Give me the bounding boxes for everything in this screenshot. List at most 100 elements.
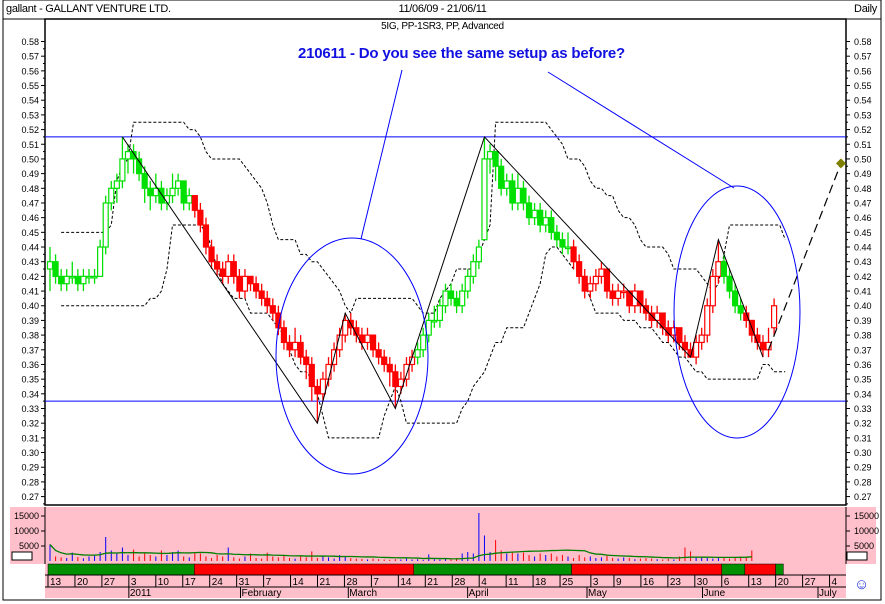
- candle-body: [592, 275, 599, 285]
- zigzag-trendline: [121, 135, 764, 425]
- candle-body: [124, 151, 132, 160]
- date-tick-label: 28: [454, 577, 466, 588]
- candle-body: [236, 275, 243, 292]
- price-tick-label: 0.31: [21, 433, 39, 443]
- date-tick-label: 17: [185, 577, 197, 588]
- candle: [737, 298, 744, 321]
- candle-body: [219, 268, 226, 277]
- candle: [214, 254, 221, 277]
- period-label[interactable]: Daily: [854, 3, 877, 15]
- price-tick-label: 0.53: [21, 110, 39, 120]
- price-pane: [44, 18, 847, 506]
- candle-body: [525, 202, 533, 219]
- trend-bar-segment: [744, 563, 776, 576]
- candle-body: [531, 209, 538, 219]
- candle-body: [80, 275, 87, 285]
- candle: [570, 239, 577, 270]
- price-tick-label: 0.36: [854, 360, 872, 370]
- date-tick-label: 3: [131, 577, 137, 588]
- price-tick-label: 0.29: [21, 463, 39, 473]
- candle-body: [631, 290, 638, 307]
- candle-body: [492, 151, 499, 167]
- price-tick-label: 0.40: [21, 301, 39, 311]
- candle: [492, 151, 499, 181]
- candle-body: [136, 158, 143, 175]
- price-tick-label: 0.52: [21, 125, 39, 135]
- candle-body: [498, 165, 505, 189]
- annotation-text: 210611 - Do you see the same setup as be…: [298, 45, 625, 62]
- price-tick-label: 0.37: [854, 345, 872, 355]
- candle: [97, 239, 104, 277]
- month-label: February: [242, 588, 282, 599]
- candle-body: [225, 261, 232, 277]
- candle: [80, 269, 87, 292]
- price-tick-label: 0.54: [854, 96, 872, 106]
- candle-body: [314, 385, 321, 395]
- volume-tick-label: 15000: [14, 511, 39, 521]
- date-tick-label: 14: [293, 577, 305, 588]
- candle: [520, 180, 527, 211]
- chart-title: gallant - GALLANT VENTURE LTD.: [6, 3, 171, 15]
- candle-body: [297, 341, 304, 358]
- candle-body: [720, 261, 728, 277]
- candle-body: [147, 187, 154, 197]
- candle-body: [464, 275, 471, 292]
- candle-body: [732, 290, 739, 307]
- candle-body: [564, 246, 572, 250]
- price-tick-label: 0.51: [854, 140, 872, 150]
- price-tick-label: 0.39: [21, 316, 39, 326]
- candle-body: [230, 261, 237, 277]
- candle-body: [119, 158, 126, 182]
- candle: [431, 305, 438, 328]
- candle-body: [46, 261, 54, 270]
- candle-body: [420, 334, 427, 351]
- candle-body: [681, 341, 689, 351]
- price-tick-label: 0.48: [21, 184, 39, 194]
- candle: [386, 357, 393, 387]
- date-range: 11/06/09 - 21/06/11: [398, 3, 487, 15]
- price-tick-label: 0.30: [854, 448, 872, 458]
- candle-body: [202, 224, 210, 248]
- price-tick-label: 0.49: [854, 169, 872, 179]
- candle: [191, 195, 198, 218]
- trend-bar-segment: [721, 563, 746, 576]
- smiley-icon[interactable]: ☺: [854, 576, 870, 593]
- candle: [403, 357, 410, 387]
- candle-body: [375, 349, 382, 358]
- candle: [637, 290, 644, 314]
- candle: [498, 158, 505, 196]
- candle-body: [570, 246, 577, 263]
- date-tick-label: 3: [593, 577, 599, 588]
- candle-body: [381, 356, 388, 366]
- candle: [592, 269, 599, 292]
- candle-body: [603, 268, 611, 292]
- price-tick-label: 0.53: [854, 110, 872, 120]
- candle: [141, 166, 148, 203]
- price-tick-label: 0.52: [854, 125, 872, 135]
- price-tick-label: 0.38: [854, 331, 872, 341]
- candle-body: [74, 275, 81, 285]
- candle-body: [197, 209, 204, 226]
- candle: [369, 334, 377, 358]
- candle-body: [459, 290, 466, 307]
- candle: [720, 254, 728, 284]
- candle-body: [258, 290, 265, 299]
- candle-body: [303, 356, 310, 366]
- date-tick-label: 4: [832, 577, 838, 588]
- candle: [459, 283, 466, 314]
- price-tick-label: 0.46: [854, 213, 872, 223]
- month-label: May: [588, 588, 607, 599]
- price-tick-label: 0.34: [21, 389, 39, 399]
- volume-tick-label: 5000: [854, 541, 874, 551]
- month-label: July: [819, 588, 837, 599]
- candle: [381, 349, 388, 372]
- volume-moving-average: [49, 544, 752, 560]
- price-tick-label: 0.33: [21, 404, 39, 414]
- date-tick-label: 28: [346, 577, 358, 588]
- candle: [587, 276, 594, 299]
- date-tick-label: 9: [616, 577, 622, 588]
- price-tick-label: 0.31: [854, 433, 872, 443]
- volume-tick-label: 15000: [854, 511, 879, 521]
- candle-body: [247, 275, 254, 285]
